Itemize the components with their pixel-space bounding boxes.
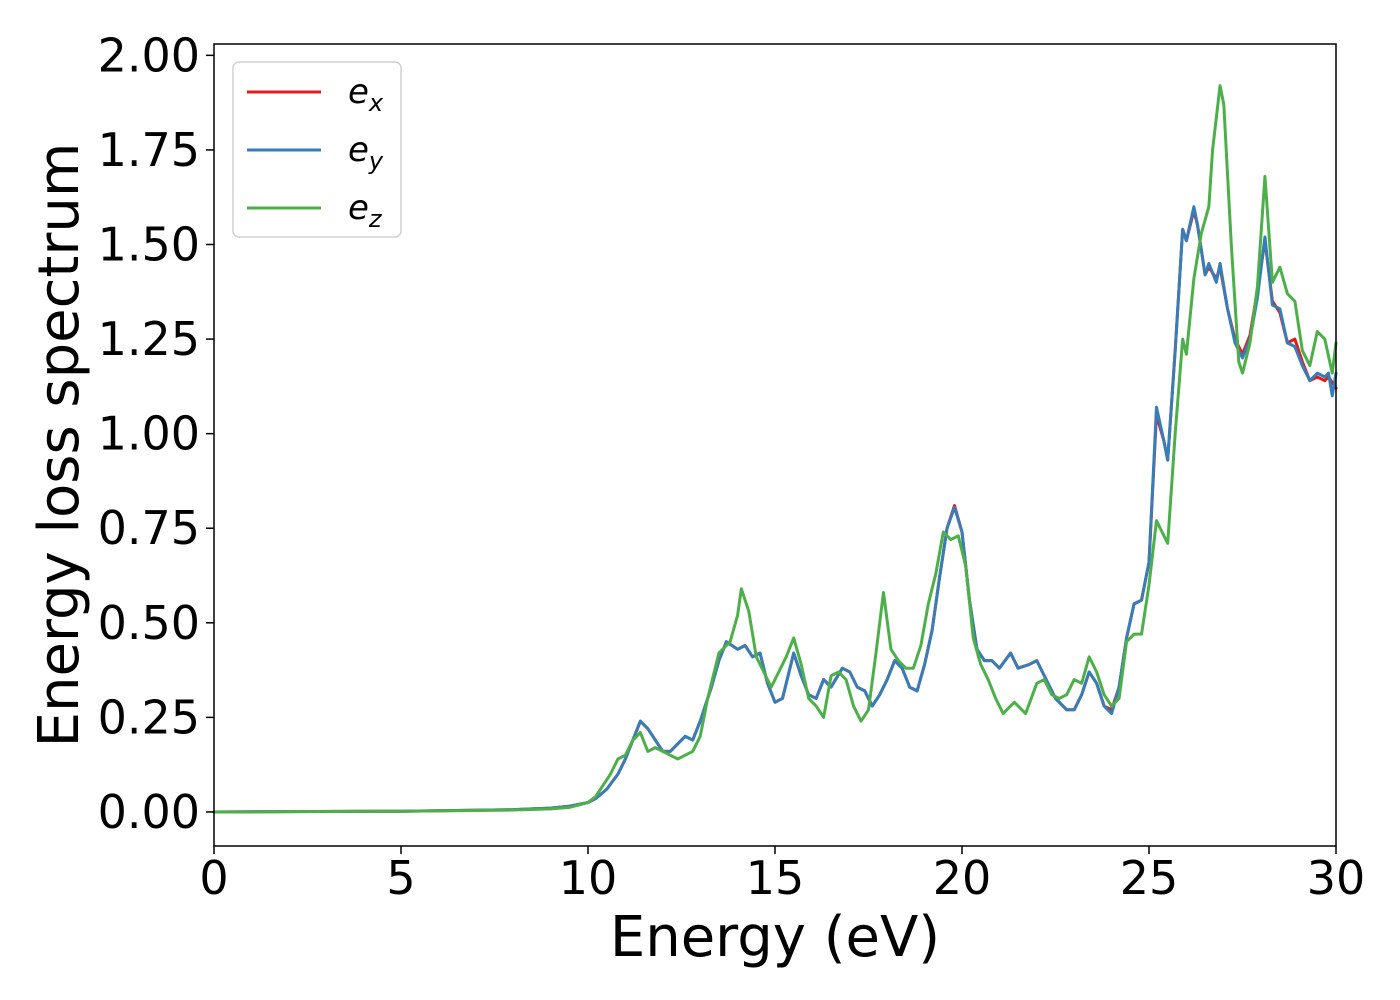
x-axis-label: Energy (eV) <box>610 905 940 970</box>
y-tick-label: 1.50 <box>98 218 200 272</box>
series-line-ez <box>212 84 1338 814</box>
x-tick-label: 0 <box>199 851 228 905</box>
x-tick-label: 10 <box>559 851 618 905</box>
y-axis-label: Energy loss spectrum <box>27 143 92 748</box>
y-axis-ticks: 0.00 0.25 0.50 0.75 1.00 1.25 1.50 1.75 2.00 <box>98 28 214 839</box>
legend-label-ey: ey <box>348 130 384 175</box>
y-tick-label: 0.75 <box>98 501 200 555</box>
x-tick-label: 5 <box>386 851 415 905</box>
legend-items: ex ey ez <box>247 72 384 233</box>
series-layer <box>212 84 1338 814</box>
series-line-ey <box>212 205 1338 814</box>
y-tick-label: 0.50 <box>98 596 200 650</box>
y-tick-label: 2.00 <box>98 28 200 82</box>
x-tick-label: 20 <box>933 851 992 905</box>
legend-label-ex: ex <box>348 72 384 117</box>
x-tick-label: 15 <box>746 851 805 905</box>
x-axis-ticks: 0 5 10 15 20 25 30 <box>199 846 1365 905</box>
y-tick-label: 0.00 <box>98 785 200 839</box>
legend: ex ey ez <box>232 61 402 238</box>
y-tick-label: 1.25 <box>98 312 200 366</box>
y-tick-label: 0.25 <box>98 690 200 744</box>
x-tick-label: 25 <box>1120 851 1179 905</box>
y-tick-label: 1.00 <box>98 407 200 461</box>
y-tick-label: 1.75 <box>98 123 200 177</box>
legend-label-ez: ez <box>348 188 383 233</box>
x-tick-label: 30 <box>1307 851 1366 905</box>
